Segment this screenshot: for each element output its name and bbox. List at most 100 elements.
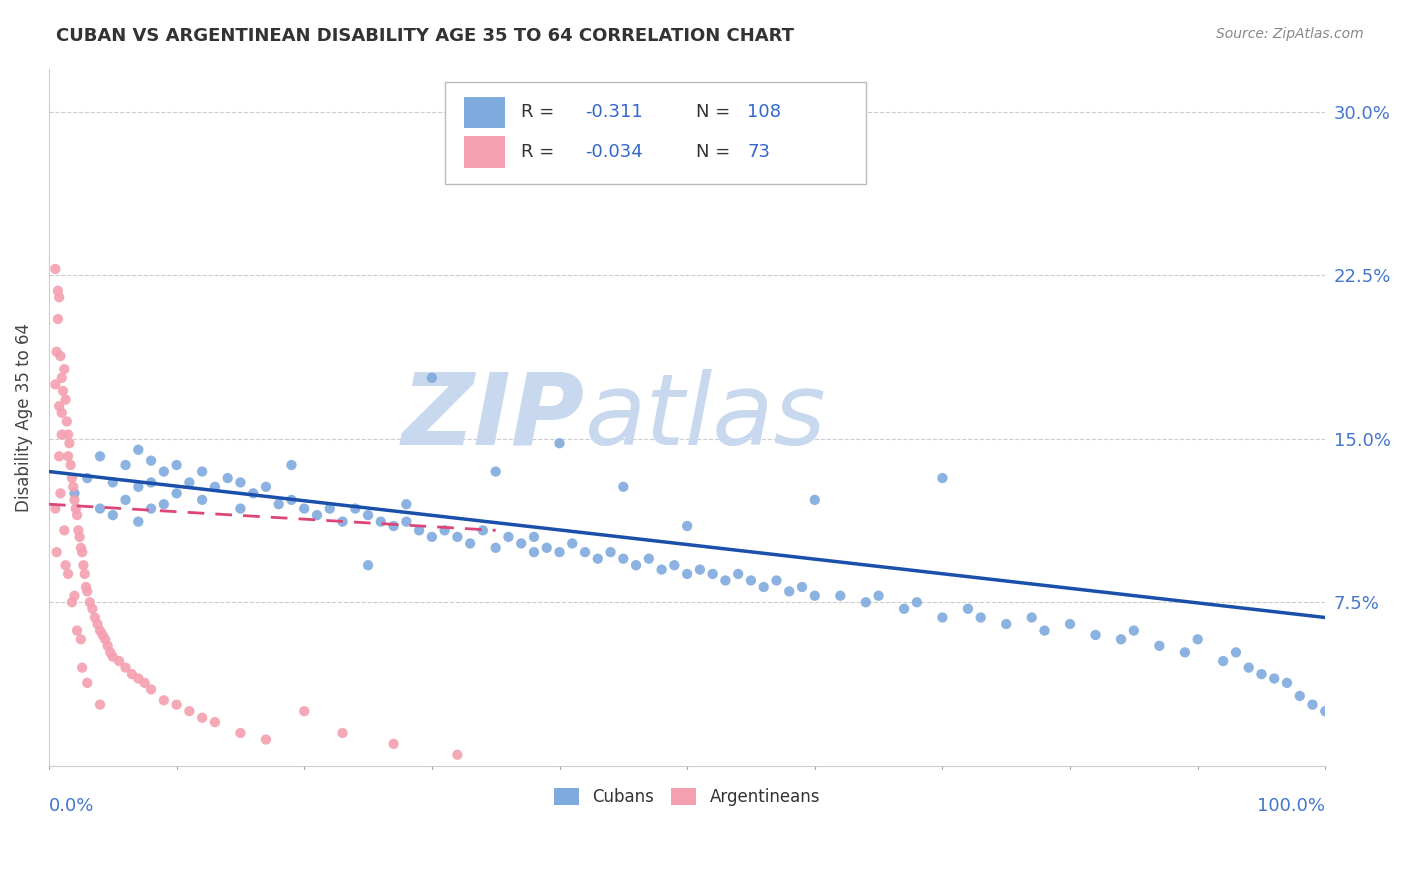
Text: 108: 108 [747, 103, 782, 121]
Point [1250, 667, 1272, 681]
Point [1263, 672, 1285, 686]
Point [76, 676, 98, 690]
Point [53, 362, 76, 376]
Point [121, 667, 143, 681]
Point [229, 726, 252, 740]
Point [63, 589, 86, 603]
Point [702, 566, 724, 581]
Point [1315, 704, 1337, 718]
Point [134, 676, 156, 690]
Point [830, 589, 852, 603]
Point [727, 566, 749, 581]
Point [101, 508, 124, 522]
Point [139, 453, 162, 467]
Point [357, 508, 380, 522]
Point [357, 558, 380, 573]
Point [905, 595, 928, 609]
Point [72, 558, 94, 573]
Point [1122, 624, 1144, 638]
FancyBboxPatch shape [464, 136, 505, 168]
Text: R =: R = [522, 144, 567, 161]
Point [153, 465, 176, 479]
Point [931, 471, 953, 485]
Point [395, 497, 418, 511]
Point [86, 617, 108, 632]
Point [66, 624, 89, 638]
Point [55, 558, 77, 573]
FancyBboxPatch shape [444, 82, 866, 184]
Point [1059, 617, 1081, 632]
Point [714, 574, 737, 588]
Point [471, 524, 494, 538]
Point [127, 442, 149, 457]
Point [56, 450, 79, 464]
Point [893, 602, 915, 616]
Point [420, 371, 443, 385]
Text: -0.311: -0.311 [585, 103, 643, 121]
Point [153, 693, 176, 707]
Y-axis label: Disability Age 35 to 64: Disability Age 35 to 64 [15, 323, 32, 512]
Point [139, 682, 162, 697]
Point [60, 595, 83, 609]
Point [319, 501, 342, 516]
Text: atlas: atlas [585, 368, 827, 466]
Point [166, 458, 188, 472]
Point [166, 698, 188, 712]
Point [46, 284, 69, 298]
Point [931, 610, 953, 624]
Point [70, 541, 93, 555]
Point [179, 704, 201, 718]
Point [65, 501, 87, 516]
Point [280, 492, 302, 507]
Point [82, 602, 104, 616]
Point [1174, 645, 1197, 659]
Point [79, 595, 101, 609]
Point [101, 475, 124, 490]
Point [94, 632, 117, 647]
Point [370, 515, 392, 529]
Point [44, 377, 66, 392]
Point [139, 501, 162, 516]
Point [803, 492, 825, 507]
Point [498, 530, 520, 544]
Point [76, 471, 98, 485]
Point [114, 492, 136, 507]
Point [89, 698, 111, 712]
Point [458, 536, 481, 550]
Point [217, 471, 239, 485]
Text: N =: N = [696, 103, 730, 121]
Point [70, 660, 93, 674]
Point [868, 589, 890, 603]
Point [51, 427, 73, 442]
Point [1033, 624, 1056, 638]
Point [73, 566, 96, 581]
Point [1149, 639, 1171, 653]
Point [56, 427, 79, 442]
Text: N =: N = [696, 144, 730, 161]
Point [229, 475, 252, 490]
Point [382, 519, 405, 533]
Point [1021, 610, 1043, 624]
Point [523, 545, 546, 559]
Text: CUBAN VS ARGENTINEAN DISABILITY AGE 35 TO 64 CORRELATION CHART: CUBAN VS ARGENTINEAN DISABILITY AGE 35 T… [56, 27, 794, 45]
Point [651, 563, 673, 577]
Point [56, 566, 79, 581]
Point [612, 480, 634, 494]
Text: -0.034: -0.034 [585, 144, 643, 161]
Point [166, 486, 188, 500]
Point [76, 584, 98, 599]
Point [48, 399, 70, 413]
Point [49, 486, 72, 500]
Point [204, 480, 226, 494]
Point [229, 501, 252, 516]
Point [89, 624, 111, 638]
Point [956, 602, 979, 616]
Point [48, 290, 70, 304]
Point [1237, 660, 1260, 674]
Point [510, 536, 533, 550]
Point [446, 530, 468, 544]
Point [91, 628, 114, 642]
Text: 100.0%: 100.0% [1257, 797, 1326, 815]
Point [305, 508, 328, 522]
Point [55, 392, 77, 407]
